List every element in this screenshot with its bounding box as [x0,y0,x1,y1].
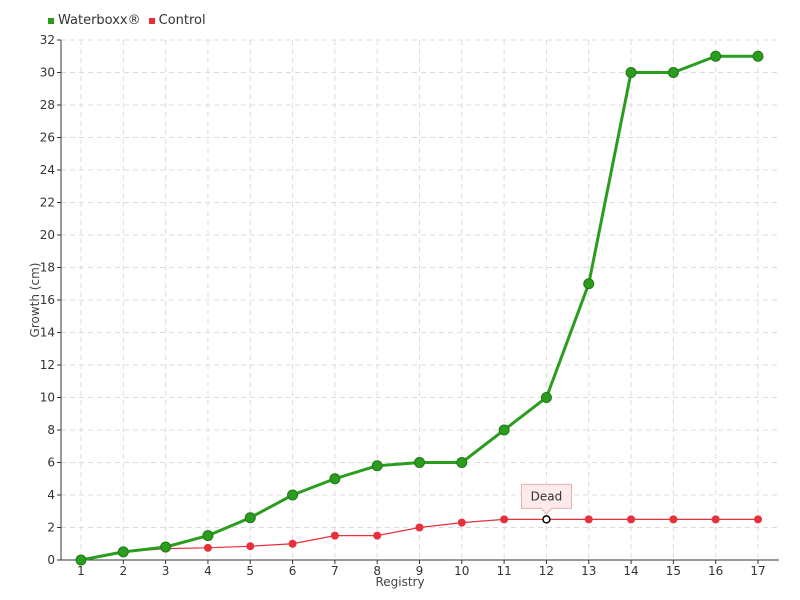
x-tick-label: 7 [331,564,339,578]
y-tick-label: 18 [40,261,55,275]
y-tick-label: 8 [47,423,55,437]
legend-label-waterboxx: Waterboxx® [58,13,141,28]
y-tick-label: 32 [40,33,55,47]
data-point-control[interactable] [500,515,509,524]
y-tick-label: 4 [47,488,55,502]
legend-swatch-control [148,17,155,24]
data-point-waterboxx[interactable] [583,278,595,290]
annotation-label: Dead [531,489,563,503]
x-tick-label: 15 [666,564,681,578]
legend-swatch-waterboxx [48,17,54,24]
data-point-waterboxx[interactable] [75,554,87,566]
chart-legend: Waterboxx® Control [48,13,206,28]
y-tick-label: 16 [40,293,55,307]
y-tick-label: 0 [47,553,55,567]
data-point-control[interactable] [330,531,339,540]
y-tick-label: 14 [40,326,55,340]
data-point-control[interactable] [754,515,762,524]
y-tick-label: 28 [40,98,55,112]
x-tick-label: 17 [750,564,765,578]
data-point-waterboxx[interactable] [710,50,722,62]
y-axis-title: Growth (cm) [28,263,42,338]
x-tick-label: 4 [204,564,212,578]
data-point-waterboxx[interactable] [371,460,383,472]
y-tick-label: 2 [47,521,55,535]
x-tick-label: 1 [77,564,85,578]
data-point-control[interactable] [246,542,255,551]
y-tick-label: 20 [40,228,55,242]
x-tick-label: 6 [289,564,297,578]
x-tick-label: 13 [581,564,596,578]
data-point-waterboxx[interactable] [329,473,341,485]
y-tick-label: 22 [40,196,55,210]
x-tick-label: 14 [623,564,638,578]
data-point-waterboxx[interactable] [414,457,425,468]
data-point-waterboxx[interactable] [625,67,637,78]
x-tick-label: 9 [416,564,424,578]
data-point-control[interactable] [288,539,297,548]
data-point-waterboxx[interactable] [244,512,256,524]
y-tick-label: 30 [40,66,55,80]
data-point-control[interactable] [669,515,678,524]
y-tick-label: 6 [47,456,55,470]
data-point-waterboxx[interactable] [498,424,510,436]
data-point-waterboxx[interactable] [160,541,172,553]
data-point-waterboxx[interactable] [117,546,129,558]
x-tick-label: 3 [162,564,170,578]
data-point-control[interactable] [711,515,720,524]
data-point-control[interactable] [542,515,551,524]
y-tick-label: 10 [40,391,55,405]
x-tick-label: 16 [708,564,723,578]
legend-item-control[interactable]: Control [148,13,206,28]
data-point-control[interactable] [457,518,466,527]
data-point-waterboxx[interactable] [287,489,299,501]
data-point-control[interactable] [584,515,593,524]
y-tick-label: 24 [40,163,55,177]
data-point-control[interactable] [373,531,382,540]
data-point-waterboxx[interactable] [202,530,214,542]
x-tick-label: 5 [246,564,254,578]
data-point-control[interactable] [627,515,636,524]
data-point-waterboxx[interactable] [752,50,764,62]
data-point-control[interactable] [415,523,424,532]
annotation-box [520,483,572,516]
legend-label-control: Control [158,13,206,28]
x-axis-title: Registry [375,575,424,589]
x-tick-label: 10 [454,564,469,578]
x-tick-label: 2 [119,564,127,578]
data-point-waterboxx[interactable] [456,457,468,468]
x-tick-label: 12 [539,564,554,578]
data-point-waterboxx[interactable] [540,392,552,403]
data-point-waterboxx[interactable] [667,67,679,78]
x-tick-label: 11 [496,564,511,578]
y-tick-label: 26 [40,131,55,145]
legend-item-waterboxx[interactable]: Waterboxx® [48,13,141,28]
y-tick-label: 12 [40,358,55,372]
x-tick-label: 8 [373,564,381,578]
data-point-control[interactable] [203,543,212,552]
